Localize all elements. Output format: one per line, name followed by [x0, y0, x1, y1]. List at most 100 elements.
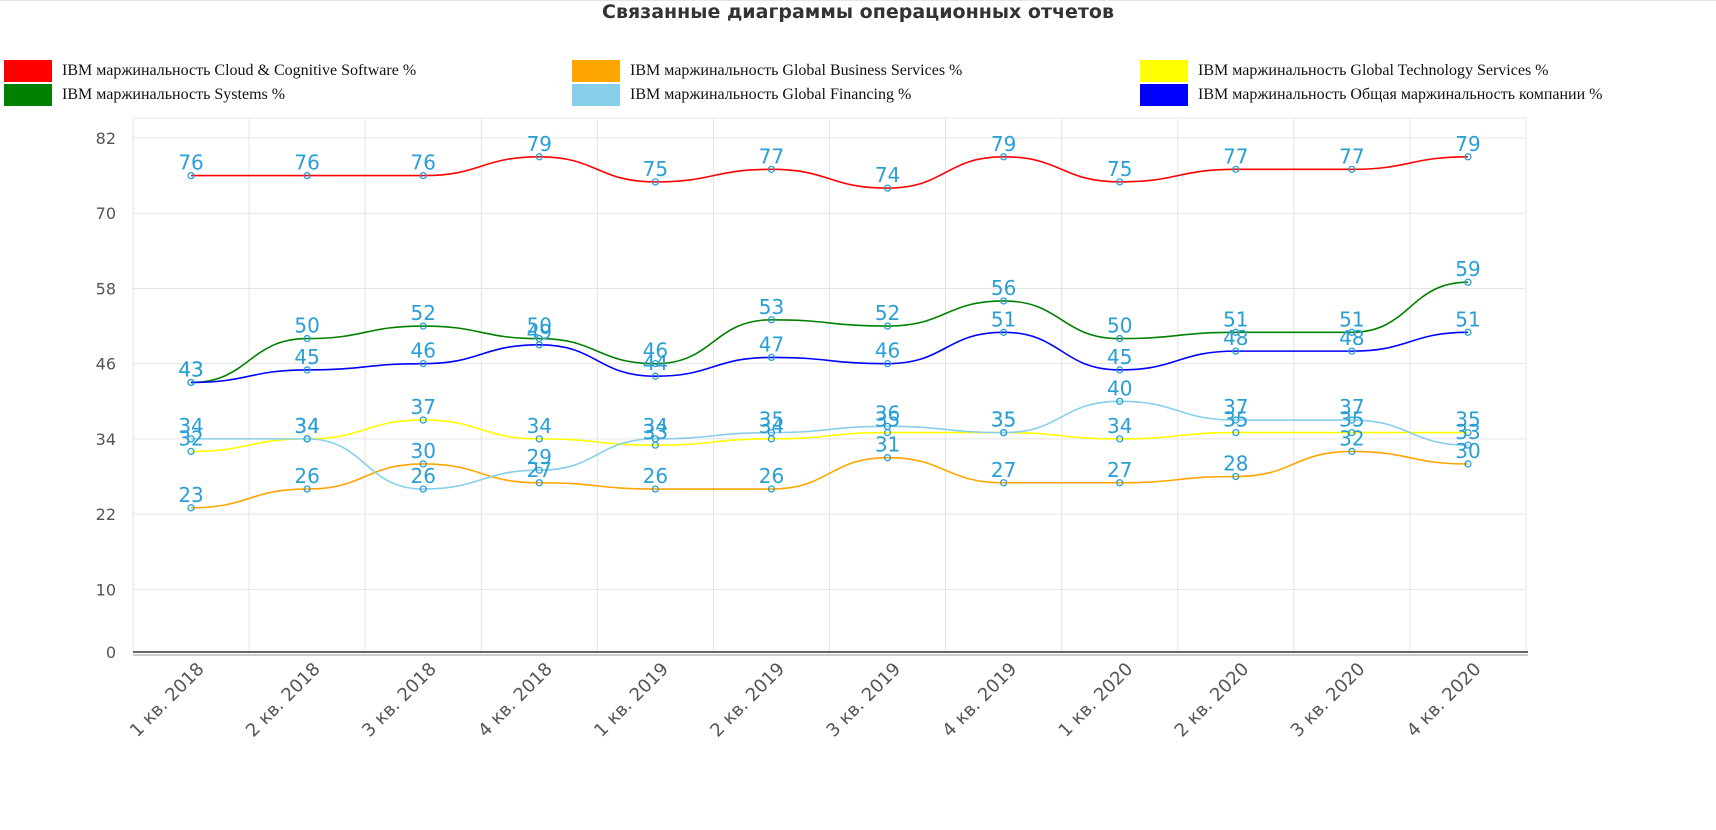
data-point[interactable]: [419, 485, 427, 493]
data-label: 34: [643, 414, 668, 438]
data-point[interactable]: [1116, 435, 1124, 443]
data-label: 35: [1223, 408, 1248, 432]
data-point[interactable]: [883, 360, 892, 368]
data-point[interactable]: [883, 454, 892, 462]
data-point[interactable]: [883, 322, 892, 330]
data-point[interactable]: [1464, 441, 1472, 449]
data-label: 59: [1455, 257, 1480, 281]
legend-item-systems[interactable]: IBM маржинальность Systems %: [4, 84, 285, 106]
data-point[interactable]: [1348, 328, 1356, 336]
data-point[interactable]: [187, 504, 195, 512]
data-point[interactable]: [651, 178, 660, 186]
legend-item-total[interactable]: IBM маржинальность Общая маржинальность …: [1140, 84, 1603, 106]
data-point[interactable]: [1232, 472, 1240, 481]
data-label: 56: [991, 276, 1016, 300]
data-point[interactable]: [535, 153, 543, 161]
data-label: 51: [1223, 307, 1248, 331]
data-point[interactable]: [1348, 347, 1356, 355]
data-point[interactable]: [303, 171, 311, 180]
legend-item-gts[interactable]: IBM маржинальность Global Technology Ser…: [1140, 60, 1549, 82]
data-label: 37: [1223, 395, 1248, 419]
data-point[interactable]: [767, 316, 776, 324]
data-point[interactable]: [1116, 366, 1124, 374]
data-point[interactable]: [1232, 347, 1240, 355]
legend-item-financing[interactable]: IBM маржинальность Global Financing %: [572, 84, 911, 106]
data-point[interactable]: [419, 360, 427, 368]
data-label: 53: [759, 295, 784, 319]
data-point[interactable]: [303, 485, 311, 493]
x-tick-label: 4 кв. 2019: [938, 659, 1021, 742]
data-label: 75: [643, 157, 668, 181]
series-line: [191, 156, 1468, 189]
data-label: 37: [1339, 395, 1364, 419]
data-point[interactable]: [187, 435, 195, 443]
data-label: 43: [178, 357, 203, 381]
series-4: [187, 397, 1472, 493]
data-point[interactable]: [419, 460, 427, 468]
data-point[interactable]: [767, 165, 776, 173]
legend-swatch: [4, 60, 52, 82]
data-point[interactable]: [187, 378, 195, 387]
data-label: 33: [1455, 420, 1480, 444]
data-point[interactable]: [419, 416, 427, 424]
data-point[interactable]: [651, 372, 660, 380]
data-point[interactable]: [767, 485, 776, 493]
data-point[interactable]: [187, 171, 195, 180]
data-point[interactable]: [1116, 479, 1124, 487]
legend-swatch: [572, 84, 620, 106]
data-point[interactable]: [999, 328, 1008, 336]
data-label: 77: [1339, 144, 1364, 168]
data-point[interactable]: [535, 341, 543, 349]
data-label: 26: [410, 464, 435, 488]
data-point[interactable]: [999, 297, 1008, 305]
data-point[interactable]: [303, 334, 311, 343]
data-point[interactable]: [1348, 416, 1356, 424]
legend-item-gbs[interactable]: IBM маржинальность Global Business Servi…: [572, 60, 962, 82]
data-point[interactable]: [1464, 428, 1472, 437]
data-point[interactable]: [1116, 334, 1124, 343]
data-point[interactable]: [999, 479, 1008, 487]
legend-item-cloud[interactable]: IBM маржинальность Cloud & Cognitive Sof…: [4, 60, 416, 82]
data-label: 46: [410, 339, 435, 363]
data-point[interactable]: [535, 435, 543, 443]
data-label: 77: [1223, 144, 1248, 168]
data-point[interactable]: [1232, 165, 1240, 173]
data-point[interactable]: [883, 184, 892, 192]
data-point[interactable]: [999, 153, 1008, 161]
data-point[interactable]: [1116, 178, 1124, 186]
data-point[interactable]: [767, 353, 776, 362]
x-tick-label: 2 кв. 2018: [242, 659, 325, 742]
data-point[interactable]: [419, 171, 427, 180]
data-point[interactable]: [1464, 460, 1472, 468]
data-point[interactable]: [1464, 153, 1472, 161]
data-point[interactable]: [535, 466, 543, 474]
data-point[interactable]: [1232, 428, 1240, 437]
data-point[interactable]: [1464, 328, 1472, 336]
data-point[interactable]: [651, 360, 660, 368]
data-point[interactable]: [883, 422, 892, 430]
data-label: 26: [294, 464, 319, 488]
data-point[interactable]: [303, 366, 311, 374]
data-point[interactable]: [1232, 416, 1240, 424]
data-point[interactable]: [651, 435, 660, 443]
data-point[interactable]: [1464, 278, 1472, 286]
data-point[interactable]: [1348, 428, 1356, 437]
data-point[interactable]: [1348, 447, 1356, 456]
data-point[interactable]: [1348, 165, 1356, 173]
data-point[interactable]: [767, 428, 776, 437]
data-point[interactable]: [651, 485, 660, 493]
data-point[interactable]: [1116, 397, 1124, 405]
data-point[interactable]: [187, 447, 195, 456]
data-label: 28: [1223, 451, 1248, 475]
data-point[interactable]: [419, 322, 427, 330]
y-tick-label: 10: [96, 580, 116, 599]
data-point[interactable]: [999, 428, 1008, 437]
data-label: 50: [1107, 314, 1132, 338]
data-labels-0: 76 76 76 79 75 77 74 79 75 77 77 79: [178, 132, 1480, 187]
data-point[interactable]: [1232, 328, 1240, 336]
data-point[interactable]: [303, 435, 311, 443]
data-point[interactable]: [535, 479, 543, 487]
